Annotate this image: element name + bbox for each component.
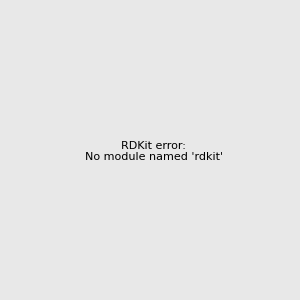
Text: RDKit error:
No module named 'rdkit': RDKit error: No module named 'rdkit' [85, 141, 223, 162]
